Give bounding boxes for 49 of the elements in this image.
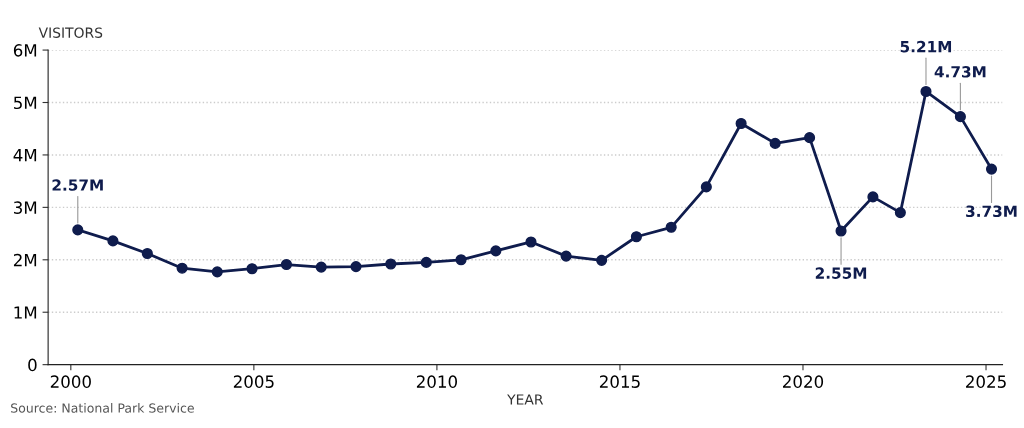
y-tick-label: 1M: [14, 306, 37, 319]
point: [867, 191, 879, 203]
point: [455, 254, 467, 266]
point: [630, 231, 642, 243]
data-label: 2.55M: [815, 267, 867, 279]
point: [665, 221, 677, 233]
data-label: 5.21M: [900, 40, 952, 53]
y-tick-label: 2M: [13, 253, 37, 267]
point: [525, 236, 537, 248]
point: [176, 262, 188, 274]
point: [894, 207, 906, 219]
point: [560, 250, 572, 262]
x-tick-label: 2010: [416, 375, 457, 388]
x-tick-label: 2005: [233, 375, 274, 388]
x-tick-label: 2025: [966, 375, 1006, 388]
point: [420, 256, 432, 268]
point: [280, 258, 293, 271]
x-tick-label: 2000: [50, 375, 91, 388]
point: [735, 117, 747, 130]
point: [596, 254, 608, 266]
point: [769, 137, 781, 149]
point: [700, 181, 712, 193]
data-label: 4.73M: [934, 66, 986, 78]
y-tick-label: 3M: [14, 201, 37, 214]
point: [246, 263, 258, 275]
point: [385, 258, 397, 270]
y-tick-label: 5M: [14, 96, 37, 110]
y-axis-title: VISITORS: [38, 27, 103, 38]
source-note: Source: National Park Service: [11, 403, 194, 413]
point: [141, 247, 153, 260]
point: [490, 245, 502, 257]
data-label: 3.73M: [966, 205, 1017, 218]
point: [211, 266, 223, 278]
point: [350, 261, 362, 273]
point: [72, 224, 84, 236]
x-tick-label: 2020: [783, 375, 824, 388]
y-tick-label: 0: [28, 358, 37, 372]
point: [985, 163, 998, 175]
x-axis-title: YEAR: [507, 394, 544, 405]
point: [804, 132, 816, 144]
data-label: 2.57M: [52, 179, 103, 191]
point: [835, 225, 847, 237]
point: [315, 261, 327, 273]
y-tick-label: 6M: [13, 44, 37, 57]
point: [107, 235, 119, 247]
y-tick-label: 4M: [13, 149, 37, 162]
point: [920, 85, 932, 98]
point: [954, 111, 966, 123]
x-tick-label: 2015: [599, 375, 640, 388]
